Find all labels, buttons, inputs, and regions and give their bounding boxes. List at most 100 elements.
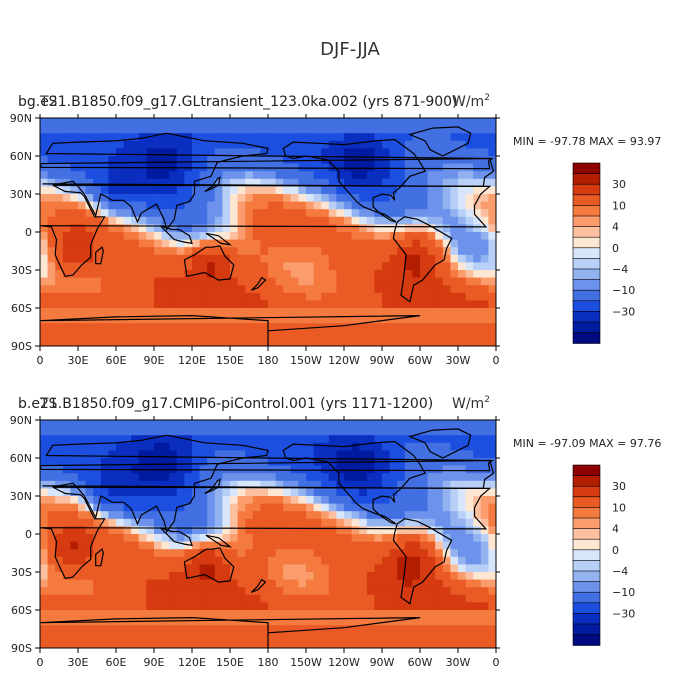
heatmap-cell [366, 450, 375, 459]
coastline-japan [204, 478, 221, 495]
heatmap-cell [78, 420, 87, 429]
heatmap-cell [78, 518, 87, 527]
heatmap-cell [55, 148, 64, 157]
heatmap-cell [131, 473, 140, 482]
heatmap-cell [237, 285, 246, 294]
heatmap-cell [85, 338, 94, 346]
heatmap-cell [184, 247, 193, 256]
heatmap-cell [70, 534, 79, 543]
heatmap-cell [427, 587, 436, 596]
heatmap-cell [359, 239, 368, 248]
heatmap-cell [176, 239, 185, 248]
heatmap-cell [321, 330, 330, 339]
y-tick-label: 30N [10, 188, 32, 201]
heatmap-cell [214, 511, 223, 520]
heatmap-cell [70, 450, 79, 459]
heatmap-cell [321, 201, 330, 210]
heatmap-cell [138, 216, 147, 225]
heatmap-cell [207, 156, 216, 165]
heatmap-cell [85, 632, 94, 641]
min-max-stats: MIN = -97.78 MAX = 93.97 [513, 135, 661, 148]
heatmap-cell [237, 156, 246, 165]
heatmap-cell [268, 427, 277, 436]
heatmap-cell [245, 572, 254, 581]
colorbar-box [572, 205, 601, 217]
heatmap-cell [404, 458, 413, 467]
heatmap-cell [480, 587, 489, 596]
heatmap-cell [404, 308, 413, 317]
heatmap-cell [450, 640, 459, 648]
heatmap-cell [290, 171, 299, 180]
coastline-britain [40, 459, 495, 472]
heatmap-cell [442, 427, 451, 436]
heatmap-cell [207, 330, 216, 339]
heatmap-cell [161, 285, 170, 294]
heatmap-cell [420, 118, 429, 127]
heatmap-cell [351, 148, 360, 157]
heatmap-cell [176, 247, 185, 256]
heatmap-cell [192, 323, 201, 332]
heatmap-cell [252, 640, 261, 648]
heatmap-cell [207, 201, 216, 210]
heatmap-cell [420, 171, 429, 180]
heatmap-cell [100, 171, 109, 180]
heatmap-cell [450, 511, 459, 520]
heatmap-cell [465, 300, 474, 309]
heatmap-cell [85, 232, 94, 241]
heatmap-cell [382, 292, 391, 301]
heatmap-cell [275, 518, 284, 527]
heatmap-cell [138, 625, 147, 634]
heatmap-cell [450, 232, 459, 241]
heatmap-cell [382, 262, 391, 271]
heatmap-cell [359, 262, 368, 271]
heatmap-cell [442, 610, 451, 619]
heatmap-cell [100, 610, 109, 619]
heatmap-cell [40, 194, 49, 203]
heatmap-cell [207, 133, 216, 142]
heatmap-cell [222, 473, 231, 482]
heatmap-cell [344, 338, 353, 346]
heatmap-cell [275, 473, 284, 482]
heatmap-cell [404, 602, 413, 611]
heatmap-cell [169, 330, 178, 339]
heatmap-cell [404, 534, 413, 543]
heatmap-cell [237, 518, 246, 527]
heatmap-cell [359, 140, 368, 149]
heatmap-cell [176, 140, 185, 149]
heatmap-cell [40, 435, 49, 444]
heatmap-cell [389, 285, 398, 294]
heatmap-cell [465, 315, 474, 324]
heatmap-cell [290, 133, 299, 142]
heatmap-cell [146, 534, 155, 543]
heatmap-cell [184, 625, 193, 634]
heatmap-cell [328, 285, 337, 294]
heatmap-cell [222, 503, 231, 512]
heatmap-cell [344, 579, 353, 588]
heatmap-cell [252, 156, 261, 165]
heatmap-cell [199, 427, 208, 436]
heatmap-cell [260, 209, 269, 218]
heatmap-cell [473, 640, 482, 648]
heatmap-cell [283, 587, 292, 596]
heatmap-cell [313, 201, 322, 210]
heatmap-cell [154, 125, 163, 134]
heatmap-cell [184, 262, 193, 271]
heatmap-cell [359, 427, 368, 436]
heatmap-cell [480, 277, 489, 286]
heatmap-cell [252, 564, 261, 573]
heatmap-cell [442, 473, 451, 482]
heatmap-cell [62, 194, 71, 203]
heatmap-cell [336, 420, 345, 429]
heatmap-cell [420, 194, 429, 203]
heatmap-cell [154, 323, 163, 332]
heatmap-cell [359, 632, 368, 641]
heatmap-cell [465, 488, 474, 497]
heatmap-cell [169, 277, 178, 286]
heatmap-cell [374, 163, 383, 172]
heatmap-cell [214, 270, 223, 279]
heatmap-cell [222, 488, 231, 497]
heatmap-cell [298, 594, 307, 603]
heatmap-cell [412, 239, 421, 248]
heatmap-cell [161, 194, 170, 203]
heatmap-cell [336, 450, 345, 459]
